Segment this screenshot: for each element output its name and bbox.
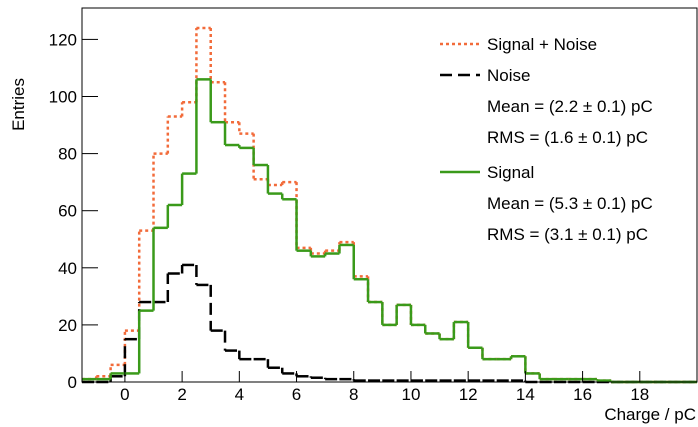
stats-label: RMS = (3.1 ± 0.1) pC	[487, 225, 648, 244]
y-tick-label: 120	[49, 30, 77, 49]
x-tick-label: 6	[292, 385, 301, 404]
x-tick-label: 10	[401, 385, 420, 404]
y-tick-label: 20	[58, 316, 77, 335]
y-tick-label: 40	[58, 259, 77, 278]
x-tick-label: 2	[177, 385, 186, 404]
y-tick-label: 0	[68, 373, 77, 392]
legend-label: Signal + Noise	[487, 35, 597, 54]
x-tick-label: 12	[459, 385, 478, 404]
y-tick-label: 60	[58, 202, 77, 221]
x-tick-label: 4	[235, 385, 244, 404]
stats-label: Mean = (5.3 ± 0.1) pC	[487, 194, 653, 213]
x-tick-label: 18	[630, 385, 649, 404]
legend-label: Signal	[487, 163, 534, 182]
y-axis-label: Entries	[9, 78, 28, 131]
stats-label: Mean = (2.2 ± 0.1) pC	[487, 97, 653, 116]
x-tick-label: 16	[573, 385, 592, 404]
plot-frame	[81, 7, 698, 383]
y-tick-label: 100	[49, 88, 77, 107]
x-axis-label: Charge / pC	[604, 405, 696, 424]
x-tick-label: 14	[516, 385, 535, 404]
stats-label: RMS = (1.6 ± 0.1) pC	[487, 128, 648, 147]
x-tick-label: 0	[120, 385, 129, 404]
y-tick-label: 80	[58, 145, 77, 164]
x-tick-label: 8	[349, 385, 358, 404]
legend-label: Noise	[487, 66, 530, 85]
